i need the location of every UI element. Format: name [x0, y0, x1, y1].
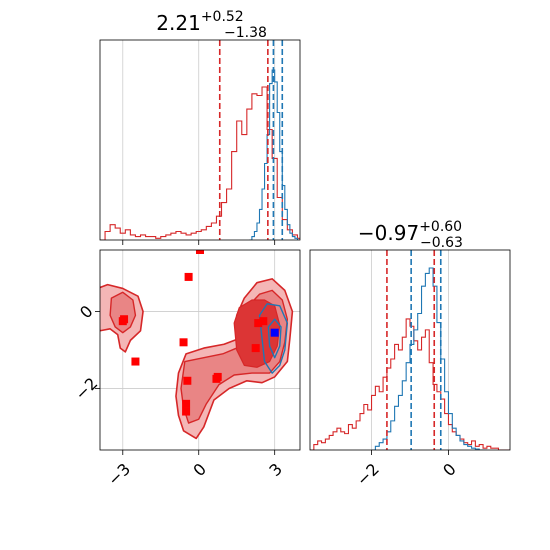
ticks-marginal-param-1 — [122, 240, 276, 245]
marker-red — [182, 399, 191, 408]
marker-red — [196, 250, 204, 254]
panel-marginal-param-1: 2.21+0.52 −1.38 — [99, 9, 301, 245]
marker-red — [251, 344, 260, 353]
histogram-red — [310, 318, 510, 450]
marker-red — [183, 376, 192, 385]
axes-frame-marginal-param-2 — [309, 249, 511, 451]
axes-frame-marginal-param-1 — [99, 39, 301, 241]
quantile-lines-marginal-param-2 — [386, 250, 442, 450]
marker-red — [184, 272, 193, 281]
histograms-marginal-param-2 — [310, 267, 510, 450]
tick-label-x: 3 — [265, 459, 286, 480]
marker-red — [182, 407, 191, 416]
tick-label-x: −2 — [353, 459, 383, 489]
tick-label-y: −2 — [71, 374, 101, 404]
tick-label-x: 0 — [189, 459, 210, 480]
contour-blue — [267, 318, 282, 359]
histogram-red — [100, 86, 300, 240]
tick-label-x: −3 — [104, 459, 134, 489]
title-value: −0.97 — [358, 221, 419, 245]
histograms-marginal-param-1 — [100, 69, 300, 240]
histogram-blue — [371, 267, 487, 450]
marker-blue — [270, 328, 279, 337]
title-upper-error: +0.60 — [419, 219, 462, 235]
ticks-marginal-param-2: −2 0 — [353, 450, 460, 490]
marker-red — [179, 338, 188, 347]
title-upper-error: +0.52 — [201, 9, 244, 25]
panel-marginal-param-2: −2 0 −0.97+0.60 −0.63 — [309, 219, 511, 490]
histogram-blue — [249, 69, 300, 240]
title-value: 2.21 — [156, 11, 201, 35]
grid-marginal-param-1 — [122, 40, 276, 240]
tick-label-x: 0 — [439, 459, 460, 480]
axes-frame-joint — [99, 249, 301, 451]
contour-red-middle — [109, 291, 137, 334]
title-lower-error: −0.63 — [420, 235, 463, 251]
title-marginal-param-1: 2.21+0.52 — [156, 9, 243, 35]
marker-red — [254, 319, 263, 328]
marker-red — [118, 317, 127, 326]
tick-label-y: 0 — [76, 302, 97, 323]
title-lower-error: −1.38 — [224, 25, 267, 41]
contour-blue — [258, 303, 289, 374]
title-marginal-param-2: −0.97+0.60 — [358, 219, 462, 245]
marker-red — [259, 317, 268, 326]
panel-joint: −3 0 3 −2 0 — [71, 249, 301, 490]
contours-and-markers — [100, 250, 294, 440]
marker-red — [213, 372, 222, 381]
marker-red — [131, 357, 140, 366]
quantile-lines-marginal-param-1 — [218, 40, 284, 240]
